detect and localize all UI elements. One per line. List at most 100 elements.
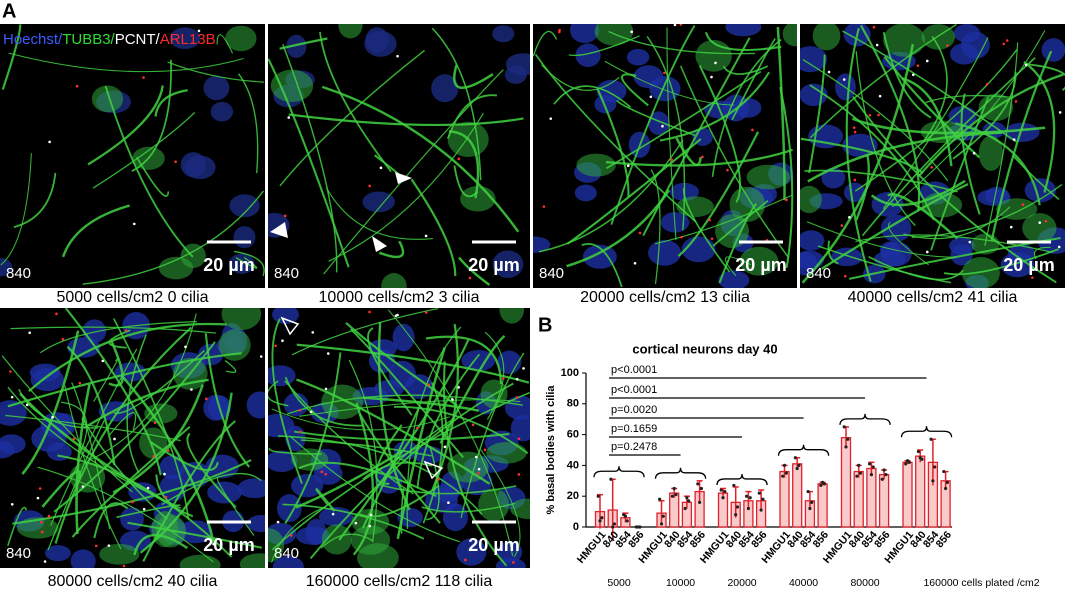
nucleus [70, 549, 96, 568]
cilium-dot [113, 437, 116, 441]
data-point [721, 496, 725, 500]
group-brace [593, 466, 645, 478]
neurite [852, 96, 1057, 284]
cilium-dot [670, 158, 674, 162]
cilium-dot [844, 274, 847, 278]
cilium-dot [522, 367, 525, 370]
cilium-dot [1014, 100, 1018, 103]
neurite [642, 37, 751, 237]
data-point [746, 506, 751, 511]
data-point [810, 500, 814, 504]
cilium-dot [1012, 138, 1016, 141]
neurite [83, 378, 209, 429]
neurite [806, 221, 957, 258]
nucleus [362, 191, 395, 213]
neurite [338, 338, 470, 541]
cilium-dot [872, 25, 876, 29]
soma [800, 185, 822, 214]
scale-bar-label: 20 µm [203, 535, 254, 555]
nucleus [365, 27, 389, 53]
neurite [8, 52, 244, 73]
sample-label: 840 [6, 545, 31, 562]
neurite [1026, 63, 1065, 91]
data-point [884, 473, 888, 477]
sample-label: 840 [274, 265, 299, 282]
neurite [319, 31, 392, 173]
neurite [71, 382, 111, 530]
cilium-dot [549, 117, 553, 120]
neurite [54, 326, 193, 544]
data-point [759, 508, 763, 512]
cilium-dot [75, 84, 79, 88]
nucleus [268, 450, 298, 473]
nucleus [953, 24, 981, 43]
neurite [61, 204, 131, 258]
neurite [448, 130, 480, 199]
cilium-dot [468, 276, 472, 280]
data-point [609, 477, 613, 481]
neurite [345, 321, 458, 407]
cilium-dot [197, 29, 201, 33]
data-point [819, 483, 823, 488]
data-point [696, 482, 700, 486]
neurite [425, 335, 503, 385]
cilium-dot [43, 560, 47, 563]
nucleus [492, 250, 524, 278]
neurite [855, 51, 916, 227]
cilium-dot [710, 237, 714, 240]
image-caption: 160000 cells/cm2 118 cilia [306, 573, 493, 590]
bar [878, 473, 890, 528]
nucleus [276, 494, 302, 523]
neurite [845, 27, 872, 282]
neurite [10, 326, 217, 334]
cilium-dot [512, 561, 515, 564]
cilium-dot [673, 24, 677, 27]
cilium-dot [78, 381, 82, 385]
nucleus [233, 226, 256, 249]
neurite [538, 139, 684, 253]
cilium-dot [1024, 63, 1028, 67]
neurite [279, 49, 425, 187]
neurite [1023, 61, 1056, 193]
neurite [809, 24, 957, 139]
cilium-dot [474, 455, 478, 459]
data-point [611, 525, 615, 529]
soma [1022, 213, 1057, 243]
arrowhead [372, 236, 387, 252]
nucleus [29, 363, 61, 382]
cilium-dot [877, 113, 880, 117]
cilium-dot [10, 395, 14, 399]
y-tick-label: 20 [567, 490, 579, 502]
nucleus [821, 167, 846, 189]
line-label: 856 [626, 529, 647, 550]
cilium-dot [142, 507, 146, 511]
neurite [616, 99, 696, 137]
y-tick-label: 0 [573, 521, 579, 533]
panel-label: A [2, 0, 16, 22]
nucleus [45, 545, 71, 562]
data-point [638, 525, 642, 529]
neurite [216, 477, 255, 536]
cilium-dot [457, 386, 460, 389]
neurite [296, 378, 491, 485]
data-point [732, 483, 736, 488]
data-point [670, 494, 675, 498]
neurite [268, 58, 350, 268]
neurite [323, 69, 504, 275]
cilium-dot [10, 502, 14, 506]
cilium-dot [131, 500, 134, 504]
neurite [0, 153, 32, 266]
data-point [748, 496, 752, 500]
soma [179, 554, 221, 568]
data-point [625, 519, 629, 523]
cilium-dot [708, 218, 711, 222]
data-point [797, 463, 801, 467]
neurite [422, 382, 444, 524]
cilium-dot [916, 64, 920, 67]
soma [218, 329, 251, 361]
neurite [410, 178, 457, 277]
soma [338, 24, 363, 39]
soma [321, 384, 364, 420]
data-point [880, 477, 884, 481]
p-value: p=0.0020 [611, 404, 657, 416]
